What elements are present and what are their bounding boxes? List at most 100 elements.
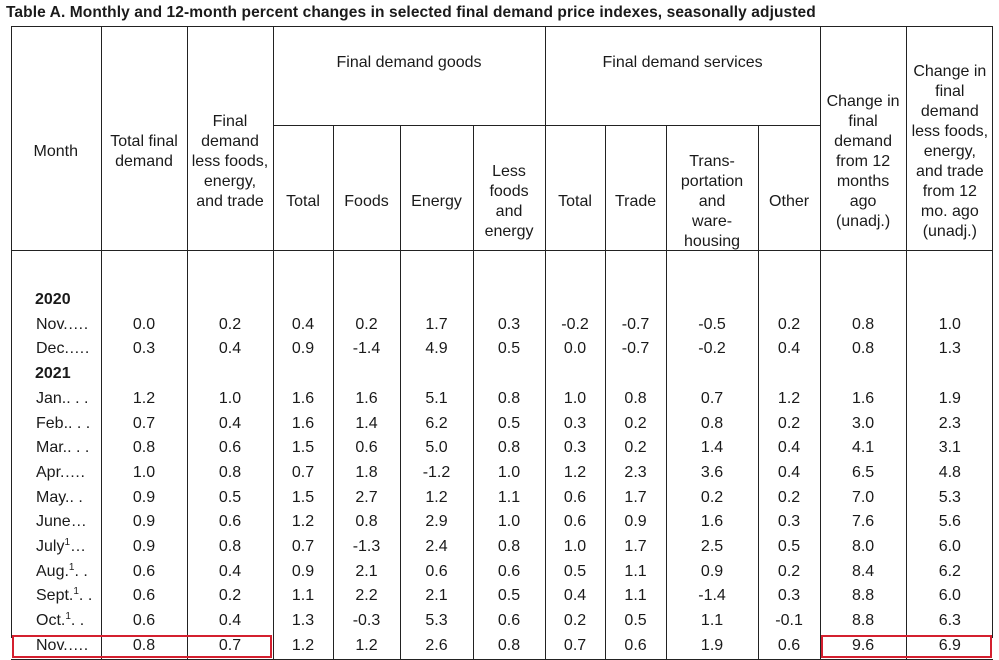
value-cell: -1.4: [665, 584, 759, 610]
value-cell: 0.5: [472, 337, 546, 363]
value-cell: 0.4: [757, 337, 821, 363]
value-cell: 0.2: [757, 312, 821, 338]
empty-cell: [604, 362, 667, 387]
value-cell: 1.0: [544, 386, 606, 412]
empty-cell: [905, 362, 994, 387]
month-cell: July1…: [11, 535, 101, 560]
value-cell: 0.4: [186, 411, 273, 437]
value-cell: 1.2: [100, 386, 187, 412]
month-cell: Oct.1. .: [11, 609, 101, 634]
month-cell: Nov.….: [11, 313, 101, 338]
empty-cell: [472, 278, 546, 313]
leader-dots: . .: [74, 562, 88, 580]
value-cell: 0.0: [100, 312, 187, 338]
value-cell: 6.2: [905, 559, 994, 585]
value-cell: 0.2: [604, 436, 667, 461]
table-row: Jan.. . . 1.2 1.0 1.6 1.6 5.1 0.8 1.0 0.8 0.7 1.2 1…: [11, 386, 994, 412]
value-cell: 0.6: [100, 584, 187, 610]
value-cell: 6.3: [905, 609, 994, 634]
value-cell: 1.2: [272, 633, 333, 660]
value-cell: 1.6: [819, 386, 907, 412]
value-cell: 0.2: [665, 485, 759, 511]
value-cell: 0.7: [665, 386, 759, 412]
table-row: July1… 0.9 0.8 0.7 -1.3 2.4 0.8 1.0 1.7 2.5 0.5 8.0…: [11, 535, 994, 560]
value-cell: 0.8: [100, 436, 187, 461]
value-cell: 0.9: [665, 559, 759, 585]
value-cell: 6.5: [819, 460, 907, 486]
leader-dots: . . .: [68, 414, 91, 432]
col-header-goods-total: Total: [272, 125, 333, 278]
value-cell: 4.1: [819, 436, 907, 461]
value-cell: 1.4: [332, 411, 400, 437]
value-cell: 1.0: [100, 460, 187, 486]
value-cell: 0.6: [604, 633, 667, 660]
table-left-border: [11, 26, 12, 638]
empty-cell: [399, 362, 473, 387]
value-cell: 1.3: [905, 337, 994, 363]
value-cell: 0.8: [819, 312, 907, 338]
value-cell: 0.5: [604, 609, 667, 634]
empty-cell: [757, 278, 821, 313]
value-cell: -1.2: [399, 460, 473, 486]
value-cell: 0.7: [272, 460, 333, 486]
value-cell: 0.5: [757, 535, 821, 560]
value-cell: 3.6: [665, 460, 759, 486]
col-header-goods-energy: Energy: [399, 125, 473, 278]
month-cell: Jan.. . .: [11, 387, 101, 412]
month-label: Feb.: [36, 414, 69, 432]
value-cell: 0.8: [665, 411, 759, 437]
empty-cell: [665, 278, 759, 313]
leader-dots: . .: [69, 488, 83, 506]
leader-dots: ….: [64, 463, 85, 481]
col-header-services-trade: Trade: [604, 125, 667, 278]
value-cell: 0.6: [186, 510, 273, 536]
empty-cell: [272, 362, 333, 387]
value-cell: 0.6: [100, 559, 187, 585]
group-header-services: Final demand services: [544, 26, 821, 126]
col-header-services-total: Total: [544, 125, 606, 278]
value-cell: 1.4: [665, 436, 759, 461]
value-cell: 1.2: [544, 460, 606, 486]
value-cell: -0.3: [332, 609, 400, 634]
col-header-month: Month: [33, 143, 78, 160]
table-row: Apr.…. 1.0 0.8 0.7 1.8 -1.2 1.0 1.2 2.3 3.6 0.4 6.5…: [11, 460, 994, 486]
value-cell: 5.0: [399, 436, 473, 461]
month-cell: Aug.1. .: [11, 560, 101, 585]
empty-cell: [544, 278, 606, 313]
value-cell: 0.6: [332, 436, 400, 461]
value-cell: 0.4: [186, 559, 273, 585]
value-cell: 2.7: [332, 485, 400, 511]
value-cell: 0.8: [472, 535, 546, 560]
month-label: Mar.: [36, 439, 68, 457]
year-row: 2020: [11, 278, 994, 313]
value-cell: 0.3: [544, 436, 606, 461]
month-cell: May.. .: [11, 486, 101, 511]
value-cell: 0.5: [472, 411, 546, 437]
value-cell: 1.1: [665, 609, 759, 634]
value-cell: 0.9: [272, 559, 333, 585]
value-cell: 4.8: [905, 460, 994, 486]
value-cell: 0.8: [472, 436, 546, 461]
col-header-services-other: Other: [757, 125, 821, 278]
value-cell: 0.4: [544, 584, 606, 610]
value-cell: 8.0: [819, 535, 907, 560]
value-cell: 5.6: [905, 510, 994, 536]
value-cell: 0.4: [186, 337, 273, 363]
value-cell: 2.3: [604, 460, 667, 486]
value-cell: 0.5: [186, 485, 273, 511]
table-body: 2020 Nov.…. 0.0 0.2 0.4 0.2 1.7 0.3 -0.2 -0.7 -0.5…: [11, 278, 994, 660]
month-cell: Dec.….: [11, 337, 101, 362]
year-label: 2021: [35, 365, 71, 383]
month-cell: Apr.….: [11, 461, 101, 486]
value-cell: 0.4: [757, 436, 821, 461]
value-cell: 2.9: [399, 510, 473, 536]
col-header-final-demand-less: Final demand less foods, energy, and tra…: [186, 26, 273, 278]
value-cell: 2.2: [332, 584, 400, 610]
col-header-goods-foods: Foods: [332, 125, 400, 278]
month-label: Jan.: [36, 389, 67, 407]
value-cell: 0.7: [272, 535, 333, 560]
value-cell: 0.8: [186, 535, 273, 560]
table-right-border: [992, 26, 993, 638]
value-cell: 8.8: [819, 584, 907, 610]
col-header-total-final-demand: Total final demand: [100, 26, 187, 278]
